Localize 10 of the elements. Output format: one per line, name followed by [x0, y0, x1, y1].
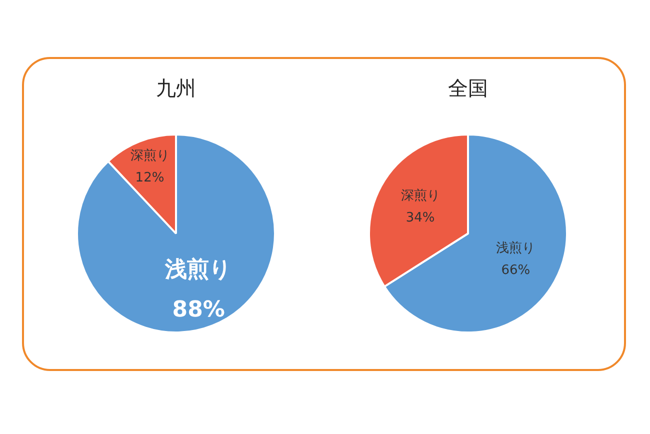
data-label: 34% [406, 210, 435, 226]
data-label: 12% [135, 170, 164, 186]
slice-label: 浅煎り [496, 240, 536, 256]
slice-label: 浅煎り [164, 256, 232, 282]
data-label: 88% [172, 297, 225, 322]
chart-title: 全国 [448, 76, 488, 100]
slice-label: 深煎り [400, 188, 440, 204]
chart-title: 九州 [156, 76, 196, 100]
slice-label: 深煎り [130, 148, 170, 164]
data-label: 66% [501, 263, 530, 278]
